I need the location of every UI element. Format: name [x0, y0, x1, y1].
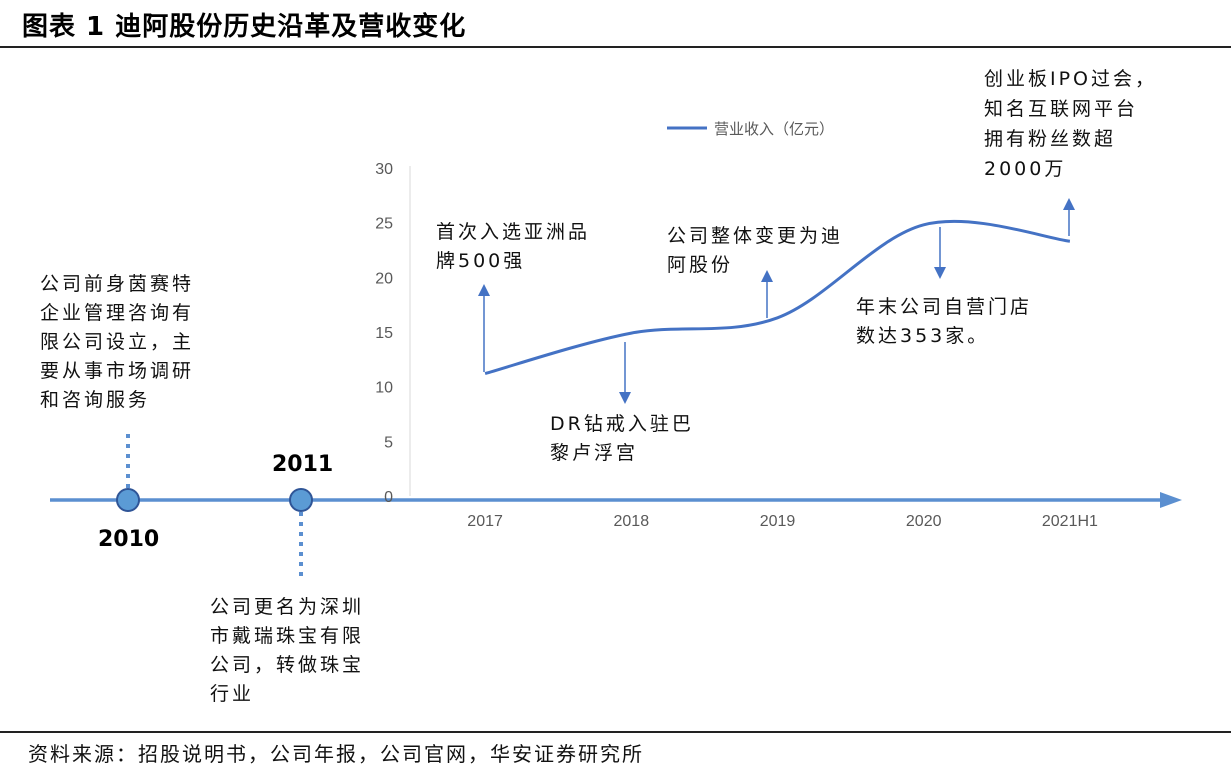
note-2010: 公司前身茵赛特 企业管理咨询有 限公司设立，主 要从事市场调研 和咨询服务 — [40, 273, 195, 411]
milestone-dot-2010 — [116, 488, 140, 512]
annotation-2021: 创业板IPO过会， 知名互联网平台 拥有粉丝数超 2000万 — [984, 68, 1158, 180]
legend-label: 营业收入（亿元） — [714, 121, 834, 138]
y-tick-label: 30 — [375, 161, 393, 178]
milestone-dot-2011 — [289, 488, 313, 512]
y-tick-label: 15 — [375, 325, 393, 342]
x-tick-label: 2021H1 — [1042, 513, 1098, 530]
annotation-2020: 年末公司自营门店 数达353家。 — [856, 296, 1033, 347]
revenue-line — [484, 220, 1071, 375]
annotation-2019: 公司整体变更为迪 阿股份 — [667, 225, 844, 276]
x-tick-label: 2020 — [906, 513, 942, 530]
x-tick-label: 2018 — [614, 513, 650, 530]
y-tick-label: 5 — [384, 434, 393, 451]
timeline-arrowhead — [1160, 492, 1182, 508]
annotation-2017: 首次入选亚洲品 牌500强 — [436, 221, 591, 272]
y-tick-label: 0 — [384, 489, 393, 506]
year-label-2011: 2011 — [272, 452, 334, 477]
bottom-rule — [0, 731, 1231, 733]
x-tick-label: 2019 — [760, 513, 796, 530]
year-label-2010: 2010 — [98, 527, 160, 552]
figure-title: 图表 1 迪阿股份历史沿革及营收变化 — [22, 12, 467, 42]
top-rule — [0, 46, 1231, 48]
y-tick-label: 25 — [375, 216, 393, 233]
source-note: 资料来源：招股说明书，公司年报，公司官网，华安证券研究所 — [28, 742, 644, 766]
annotation-2018: DR钻戒入驻巴 黎卢浮宫 — [550, 413, 694, 464]
note-2011: 公司更名为深圳 市戴瑞珠宝有限 公司，转做珠宝 行业 — [210, 596, 365, 705]
y-tick-label: 10 — [375, 380, 393, 397]
x-tick-label: 2017 — [467, 513, 503, 530]
y-tick-label: 20 — [375, 270, 393, 287]
